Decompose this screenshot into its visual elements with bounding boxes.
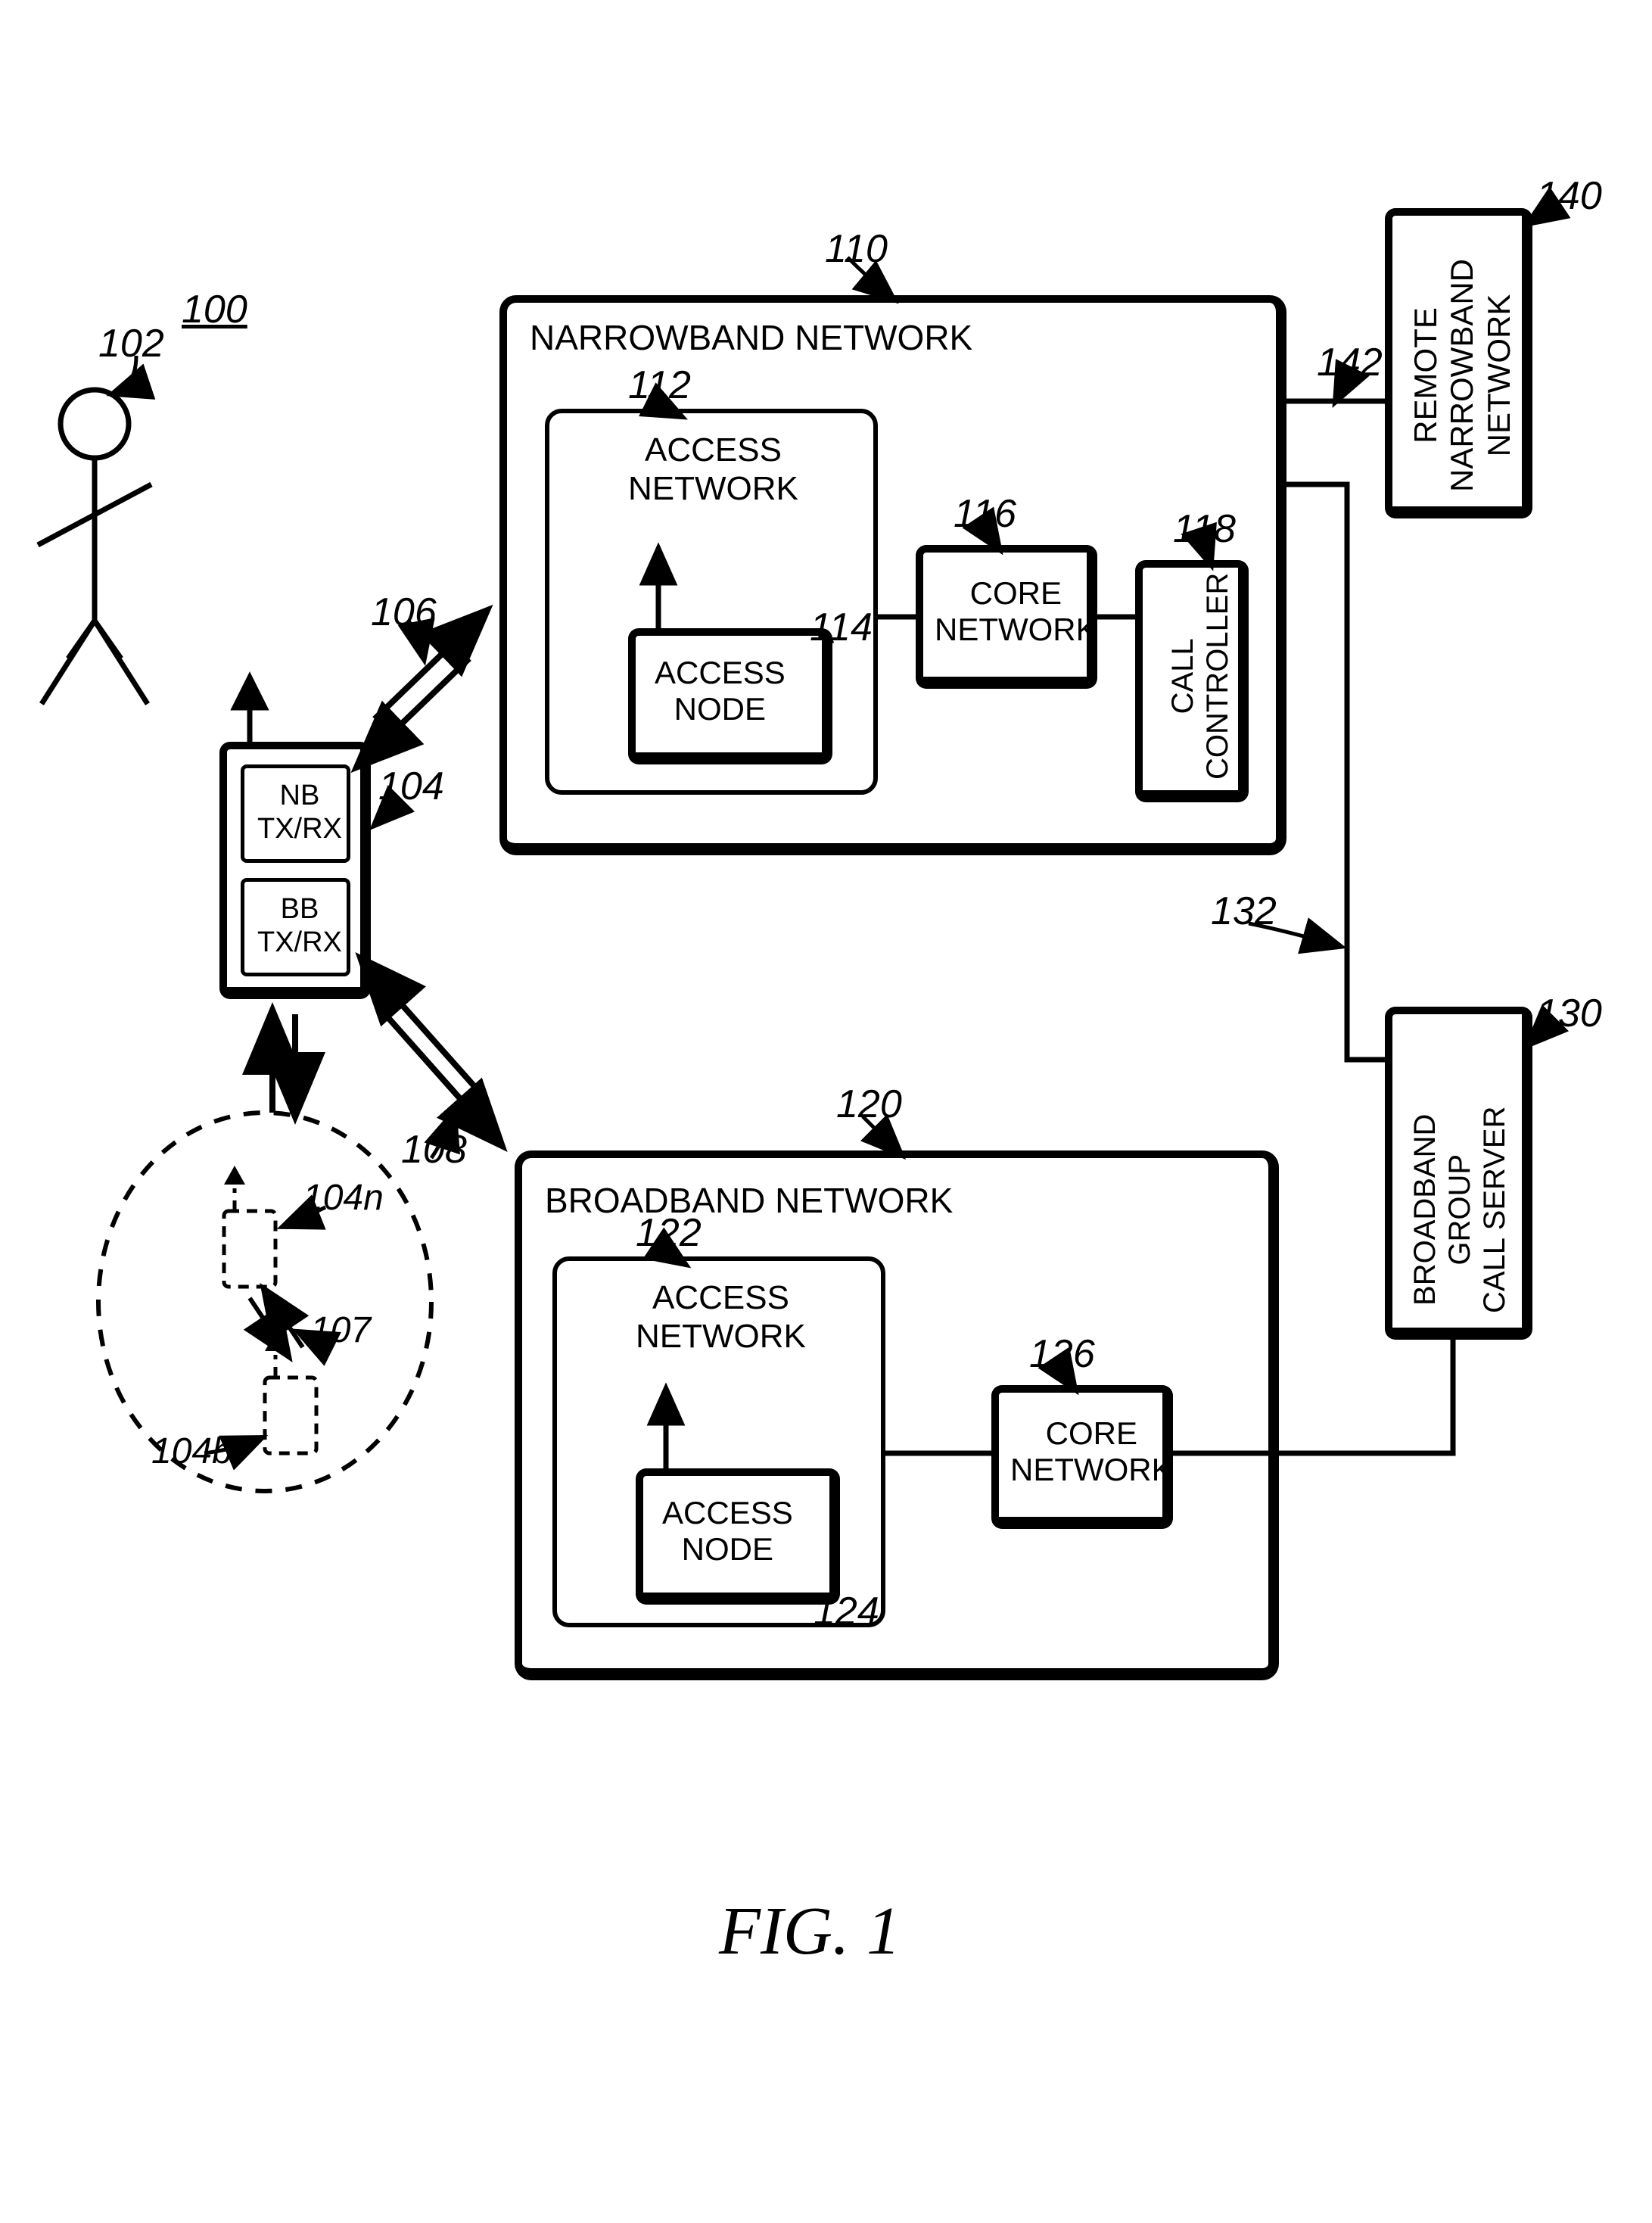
device-group-b-ref: 104b	[151, 1431, 232, 1472]
bb-server-label: BROADBAND GROUP CALL SERVER	[1408, 1107, 1512, 1313]
bb-access-network-label: ACCESS NETWORK	[636, 1279, 806, 1356]
broadband-network-ref: 120	[836, 1082, 902, 1128]
bb-access-node-label: ACCESS NODE	[662, 1495, 793, 1568]
figure-canvas: 100 NARROWBAND NETWORK 110 ACCESS NETWOR…	[0, 0, 1652, 2223]
nb-core-network-label: CORE NETWORK	[935, 575, 1097, 649]
bb-server-ref: 130	[1536, 992, 1602, 1037]
device-ref: 104	[378, 764, 444, 810]
figure-id: 100	[182, 288, 247, 333]
nb-airlink-ref: 106	[371, 590, 437, 636]
nb-access-network-ref: 112	[628, 363, 691, 409]
nb-access-node-ref: 114	[810, 606, 873, 651]
device-group-n-ref: 104n	[303, 1177, 384, 1219]
bb-server-link-ref: 132	[1211, 889, 1277, 935]
bb-airlink-ref: 108	[401, 1128, 467, 1173]
bb-core-network-label: CORE NETWORK	[1010, 1415, 1173, 1489]
narrowband-network-title: NARROWBAND NETWORK	[530, 318, 972, 358]
nb-call-controller-ref: 118	[1173, 507, 1236, 553]
nb-call-controller-label: CALL CONTROLLER	[1165, 573, 1235, 780]
bb-access-network-ref: 122	[636, 1211, 702, 1256]
remote-nb-label: REMOTE NARROWBAND NETWORK	[1408, 259, 1517, 492]
bb-core-network-ref: 126	[1029, 1332, 1095, 1378]
remote-nb-ref: 140	[1536, 174, 1602, 219]
nb-core-network-ref: 116	[954, 492, 1016, 537]
remote-nb-link-ref: 142	[1317, 341, 1383, 386]
bb-access-node-ref: 124	[814, 1589, 879, 1635]
nb-access-node-label: ACCESS NODE	[655, 655, 786, 728]
user-ref: 102	[98, 322, 164, 367]
device-nb-txrx-label: NB TX/RX	[257, 780, 342, 845]
device-group-link-ref: 107	[310, 1309, 371, 1351]
nb-access-network-label: ACCESS NETWORK	[628, 431, 798, 508]
narrowband-network-ref: 110	[825, 227, 888, 272]
figure-caption: FIG. 1	[719, 1892, 901, 1970]
broadband-network-title: BROADBAND NETWORK	[545, 1181, 953, 1221]
device-bb-txrx-label: BB TX/RX	[257, 893, 342, 959]
